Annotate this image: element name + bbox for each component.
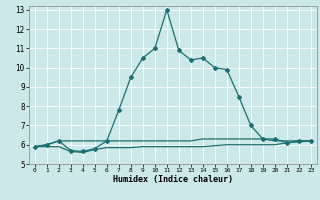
X-axis label: Humidex (Indice chaleur): Humidex (Indice chaleur) <box>113 175 233 184</box>
